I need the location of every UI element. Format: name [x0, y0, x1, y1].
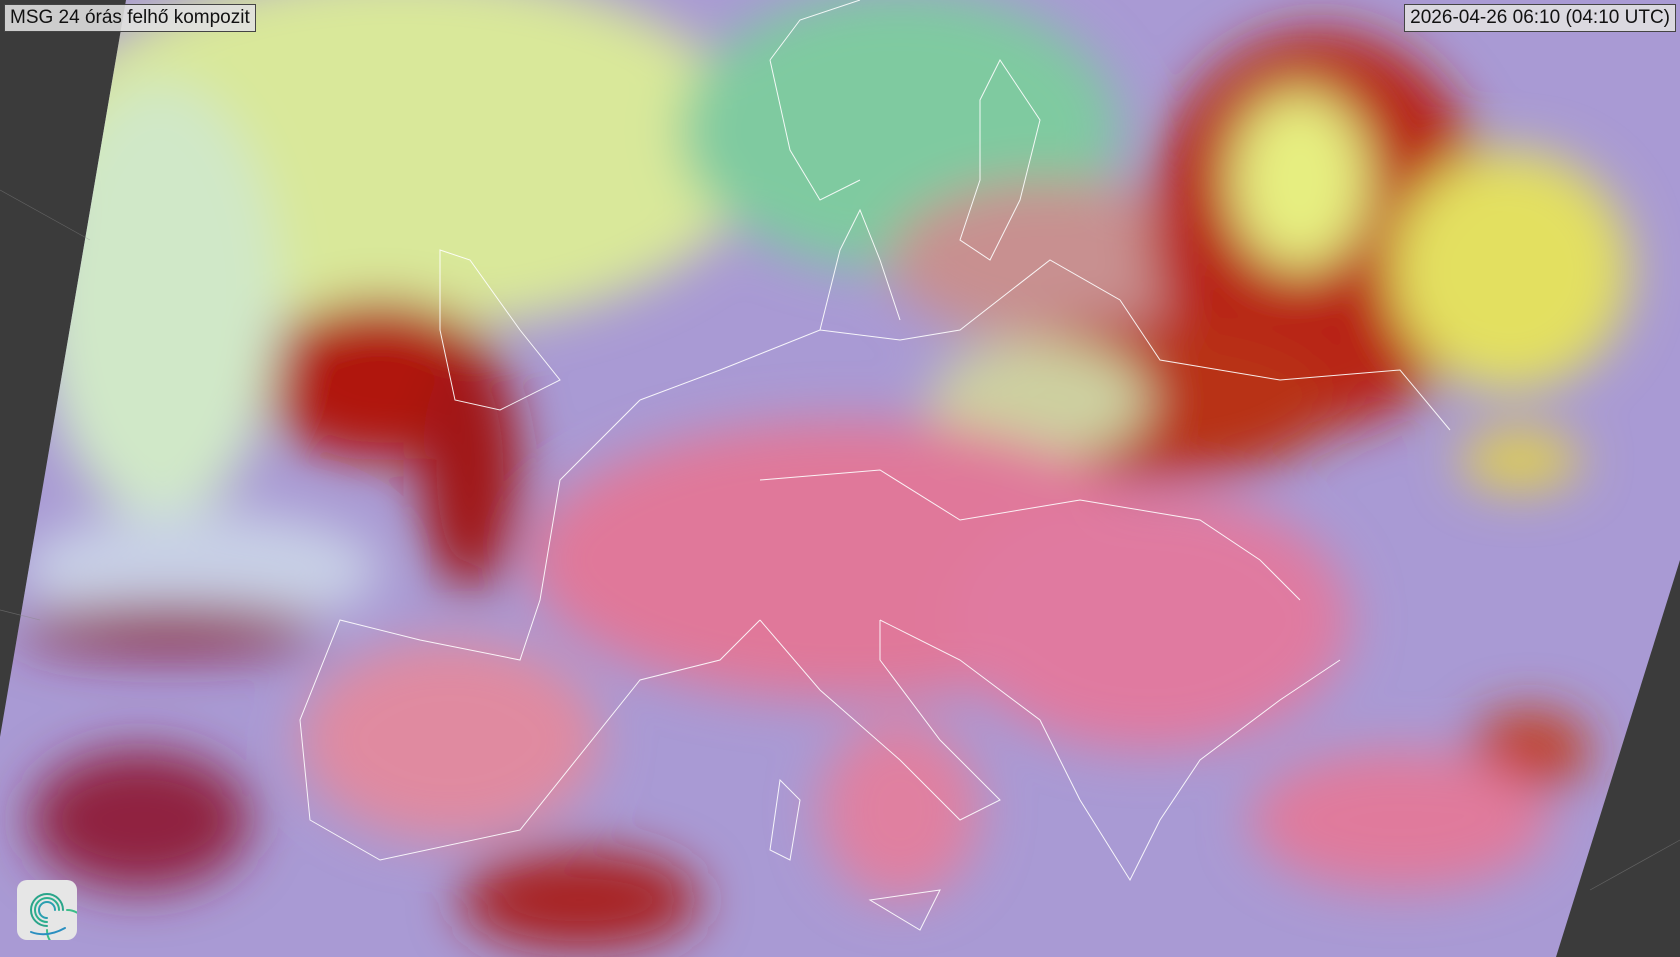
graticule [0, 189, 1680, 891]
country-borders [299, 0, 1451, 931]
map-title: MSG 24 órás felhő kompozit [4, 4, 256, 32]
timestamp-label: 2026-04-26 06:10 (04:10 UTC) [1404, 4, 1676, 32]
spiral-logo-icon[interactable] [17, 880, 88, 951]
